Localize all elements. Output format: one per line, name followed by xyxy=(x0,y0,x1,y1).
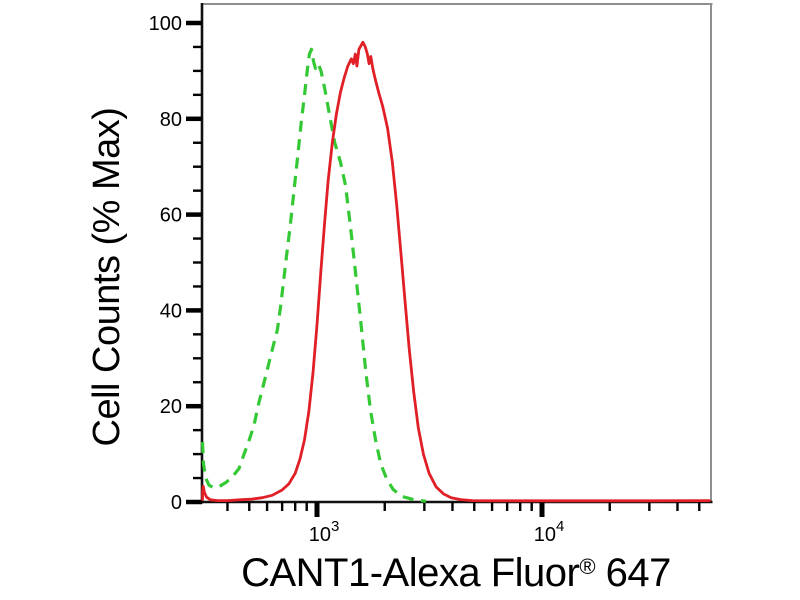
x-axis-title-text: CANT1-Alexa Fluor xyxy=(241,551,580,595)
y-tick-label: 100 xyxy=(149,13,182,35)
x-tick-label: 103 xyxy=(309,518,340,546)
y-axis-title: Cell Counts (% Max) xyxy=(86,107,128,447)
registered-trademark-icon: ® xyxy=(579,553,596,579)
series-green-dashed-curve xyxy=(200,47,427,503)
y-tick-label: 20 xyxy=(160,396,182,418)
y-tick-label: 40 xyxy=(160,300,182,322)
series-red-solid-curve xyxy=(201,40,711,503)
x-tick-label: 104 xyxy=(534,518,565,546)
y-tick-label: 60 xyxy=(160,205,182,227)
y-tick-label: 80 xyxy=(160,109,182,131)
y-tick-label: 0 xyxy=(171,492,182,514)
x-axis-title-suffix: 647 xyxy=(595,551,672,595)
x-axis-title: CANT1-Alexa Fluor® 647 xyxy=(156,551,756,596)
